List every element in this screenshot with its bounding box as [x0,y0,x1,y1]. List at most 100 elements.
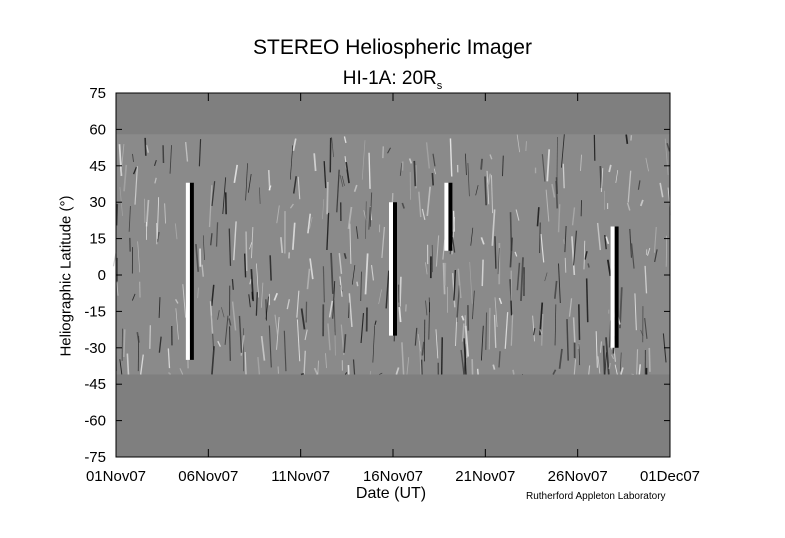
y-tick-label: 45 [89,158,106,175]
texture-streak [539,222,541,254]
texture-streak [485,312,488,350]
texture-streak [268,185,272,191]
texture-streak [343,136,347,144]
texture-streak [467,163,470,197]
texture-streak [233,164,239,183]
texture-streak [498,297,503,305]
texture-streak [378,289,382,305]
texture-streak [566,319,569,361]
texture-streak [156,231,160,243]
texture-streak [480,237,485,245]
texture-streak [164,203,166,224]
texture-streak [627,170,632,203]
texture-streak [432,153,436,167]
texture-streak [561,134,565,168]
texture-streak [608,320,612,348]
texture-streak [134,166,138,205]
texture-streak [619,287,623,329]
texture-streak [401,342,405,375]
y-ticks: 75 60 45 30 15 0 -15 -30 -45 -60 -75 [84,85,670,466]
texture-streak [595,331,598,368]
y-tick-label: 0 [98,267,106,284]
texture-streak [145,144,150,153]
texture-streak [286,299,290,310]
texture-streak [179,368,184,375]
texture-streak [332,281,336,319]
texture-streak [184,142,189,162]
texture-streak [564,225,567,253]
texture-streak [352,359,356,375]
texture-streak [470,227,474,246]
texture-streak [456,285,461,323]
texture-streak [648,347,651,372]
texture-streak [539,329,543,335]
texture-streak [116,282,119,296]
texture-streak [653,226,657,253]
texture-streak [451,216,455,255]
texture-streak [123,164,128,192]
texture-streak [540,234,545,263]
texture-streak [167,348,171,369]
texture-streak [343,334,347,353]
texture-streak [464,153,467,176]
texture-streak [221,307,225,318]
texture-streak [208,185,213,228]
texture-streak [273,292,278,301]
texture-streak [368,206,371,230]
texture-streak [381,226,386,259]
texture-streak [233,221,237,261]
texture-streak [440,337,443,375]
texture-streak [268,325,272,368]
texture-streak [551,183,556,198]
texture-streak [491,175,493,214]
texture-streak [451,237,456,253]
texture-streak [360,312,365,344]
texture-streak [666,143,671,152]
texture-streak [249,278,252,285]
texture-streak [154,177,157,184]
texture-streak [562,163,565,189]
texture-streak [604,235,607,250]
texture-streak [659,182,664,198]
texture-streak [145,199,150,227]
texture-streak [229,326,231,361]
texture-streak [578,304,581,340]
texture-streak [488,307,491,350]
texture-streak [248,294,251,308]
y-tick-label: -75 [84,449,106,466]
texture-streak [606,259,612,277]
texture-streak [453,269,457,301]
texture-streak [510,314,514,346]
texture-streak [347,206,353,229]
texture-streak [369,192,373,227]
texture-streak [339,276,343,297]
texture-streak [572,317,576,343]
texture-streak [454,317,458,347]
texture-streak [340,324,345,355]
texture-streak [217,310,220,320]
texture-streak [322,199,325,220]
texture-streak [126,353,130,375]
texture-streak [664,138,669,175]
chart-subtitle: HI-1A: 20Rs [0,68,785,92]
texture-streak [211,346,215,375]
texture-streak [360,271,362,301]
texture-streak [119,187,123,217]
texture-streak [558,263,561,304]
texture-streak [195,243,200,272]
texture-streak [174,223,178,240]
texture-streak [540,313,544,346]
texture-streak [175,308,179,340]
texture-streak [665,235,667,267]
texture-streak [502,155,504,177]
texture-streak [330,252,334,294]
texture-streak [435,329,439,359]
texture-streak [546,149,551,182]
texture-streak [461,315,465,321]
texture-streak [355,226,359,239]
texture-streak [228,318,232,326]
texture-streak [158,297,161,318]
texture-streak [348,293,353,328]
texture-streak [356,281,359,287]
texture-streak [512,369,515,375]
